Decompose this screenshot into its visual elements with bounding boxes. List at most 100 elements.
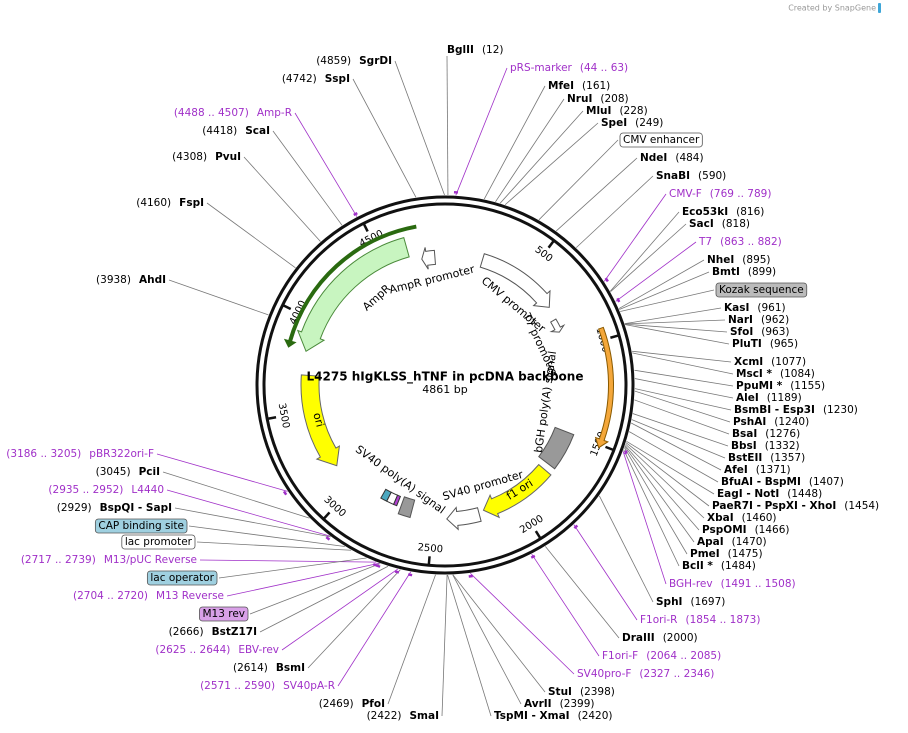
label-position: (2717 .. 2739) — [21, 554, 96, 566]
primer-marker — [616, 297, 621, 303]
label-position: (3045) — [96, 466, 131, 478]
label-position: (1448) — [787, 488, 822, 500]
site-line — [307, 569, 401, 669]
label-name: PluTI — [732, 338, 762, 350]
site-line — [634, 369, 734, 387]
label-name: FspI — [179, 197, 204, 209]
site-line — [446, 55, 449, 196]
site-line — [610, 223, 687, 292]
label-name: PspOMI — [702, 524, 747, 536]
feature-box — [619, 132, 703, 148]
label-name: PfoI — [362, 698, 385, 710]
label-position: (2327 .. 2346) — [639, 668, 714, 680]
label-name: NruI — [567, 93, 592, 105]
primer-marker — [325, 536, 331, 541]
label-name: SphI — [656, 596, 682, 608]
label-name: EBV-rev — [238, 644, 279, 656]
label-position: (1084) — [780, 368, 815, 380]
primer-line — [573, 524, 638, 621]
site-line — [441, 574, 448, 717]
label-position: (1854 .. 1873) — [685, 614, 760, 626]
ampr-orf — [283, 224, 417, 348]
label-name: MfeI — [548, 80, 574, 92]
label-position: (484) — [675, 152, 703, 164]
label-name: pRS-marker — [510, 62, 573, 74]
box-line — [218, 557, 367, 579]
label-name: NdeI — [640, 152, 667, 164]
label-position: (1466) — [755, 524, 790, 536]
site-line — [634, 399, 730, 435]
site-line — [628, 431, 719, 483]
tick-label: 2500 — [417, 542, 443, 555]
label-name: PmeI — [690, 548, 720, 560]
label-name: BsaI — [732, 428, 757, 440]
label-position: (1491 .. 1508) — [721, 578, 796, 590]
label-name: EagI - NotI — [717, 488, 779, 500]
label-position: (1189) — [767, 392, 802, 404]
site-line — [626, 440, 715, 495]
tick-label: 3500 — [276, 402, 292, 429]
box-line — [249, 563, 381, 615]
primer-marker — [282, 490, 288, 496]
tick-mark — [605, 445, 615, 452]
tick-mark — [427, 556, 431, 566]
tick-mark — [610, 334, 620, 339]
label-position: (1484) — [721, 560, 756, 572]
site-line — [624, 446, 695, 543]
label-name: BsmBI - Esp3I — [734, 404, 815, 416]
site-line — [243, 156, 321, 242]
label-name: AfeI — [724, 464, 748, 476]
label-name: BspQI - SapI — [100, 502, 172, 514]
primer-line — [226, 562, 380, 597]
site-line — [609, 211, 680, 292]
feature-box — [94, 518, 188, 534]
feature-box — [146, 570, 218, 586]
site-line — [452, 574, 522, 705]
cmv-promoter-arrow — [479, 253, 551, 308]
label-position: (1240) — [774, 416, 809, 428]
feature-label: SV40 poly(A) signal — [353, 443, 448, 517]
label-name: PshAI — [733, 416, 766, 428]
site-line — [634, 388, 732, 411]
map-length: 4861 bp — [422, 383, 467, 396]
label-position: (2704 .. 2720) — [73, 590, 148, 602]
site-line — [598, 495, 654, 603]
site-line — [504, 122, 599, 206]
label-name: SnaBI — [656, 170, 690, 182]
label-position: (4308) — [172, 151, 207, 163]
primer-marker — [375, 564, 381, 568]
box-line — [620, 289, 715, 312]
site-line — [168, 279, 269, 316]
feature-label: AmpR promoter — [388, 263, 476, 297]
site-line — [174, 507, 331, 538]
label-position: (2399) — [560, 698, 595, 710]
site-line — [394, 60, 445, 196]
label-position: (816) — [736, 206, 764, 218]
label-position: (1475) — [728, 548, 763, 560]
t7-promoter-arrow — [549, 318, 566, 333]
label-name: SmaI — [410, 710, 440, 722]
label-name: SgrDI — [359, 55, 392, 67]
label-position: (963) — [761, 326, 789, 338]
feature-label: AmpR — [360, 282, 393, 314]
label-position: (4418) — [202, 125, 237, 137]
label-position: (1371) — [756, 464, 791, 476]
tick-label: 500 — [533, 244, 555, 264]
primer-marker — [468, 574, 473, 578]
label-position: (1230) — [823, 404, 858, 416]
tick-mark — [547, 239, 556, 249]
site-line — [624, 445, 700, 531]
label-name: AhdI — [139, 274, 166, 286]
label-name: NheI — [707, 254, 734, 266]
label-name: BbsI — [731, 440, 757, 452]
label-position: (895) — [742, 254, 770, 266]
box-line — [538, 139, 619, 221]
label-position: (590) — [698, 170, 726, 182]
label-position: (228) — [619, 105, 647, 117]
primer-marker — [530, 554, 536, 559]
tick-label: 2000 — [518, 513, 545, 536]
site-line — [352, 78, 417, 198]
label-name: DraIII — [622, 632, 655, 644]
label-name: BsmI — [276, 662, 305, 674]
